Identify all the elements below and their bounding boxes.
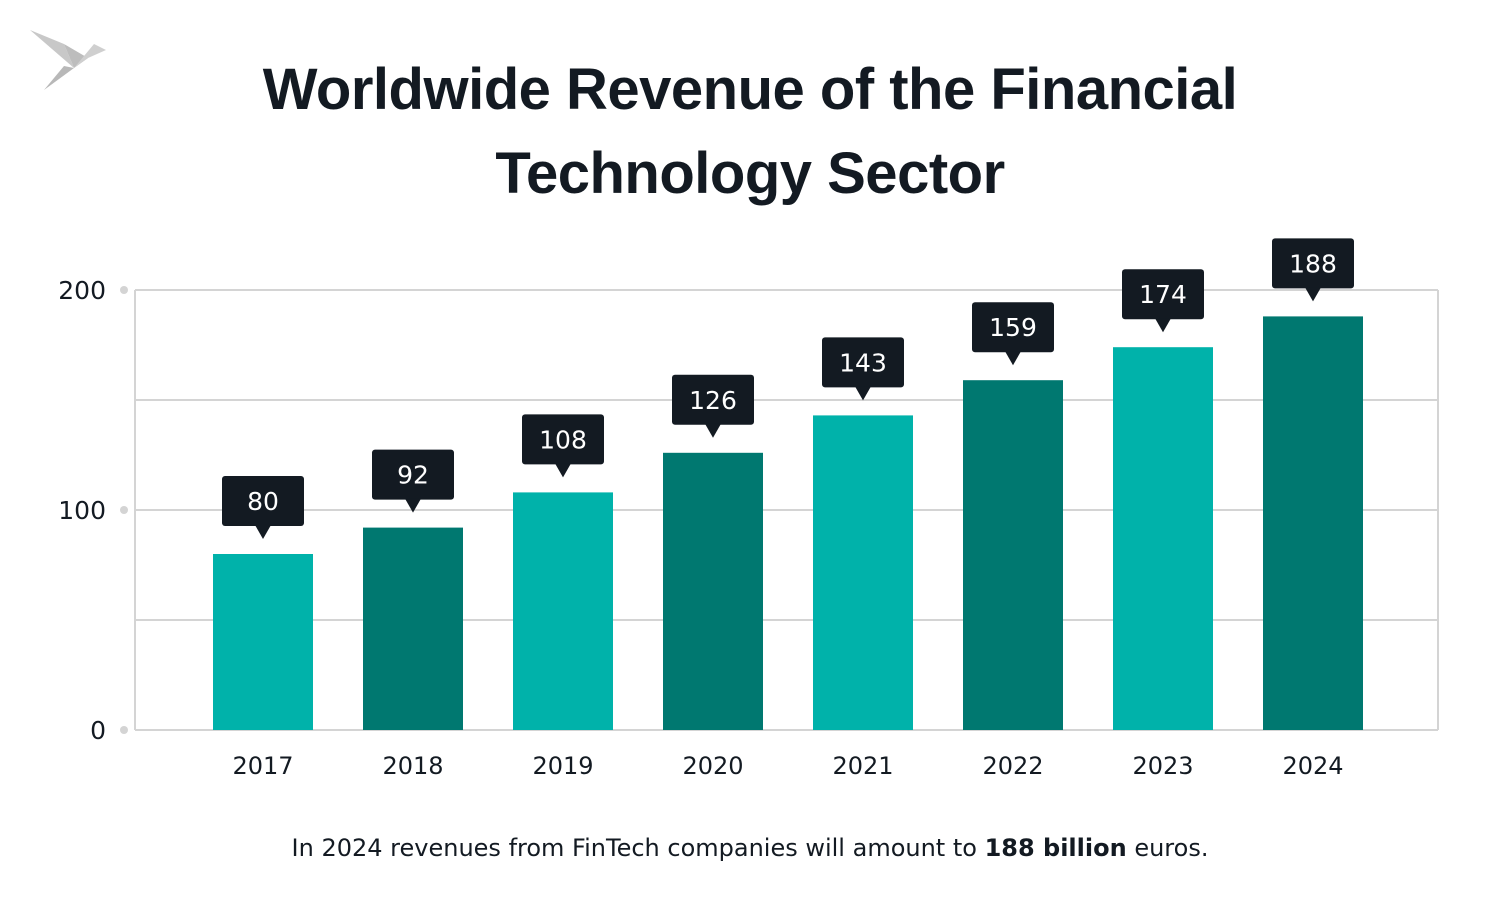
data-label-2020: 126 — [672, 374, 754, 438]
data-label-text: 174 — [1139, 280, 1187, 309]
y-tick-dot — [120, 286, 128, 294]
data-label-2022: 159 — [972, 302, 1054, 366]
bar-2020 — [663, 452, 763, 730]
bar-chart: 0 100 200 80 2017 92 2018 108 2019 126 2020 143 2021… — [58, 238, 1439, 780]
x-tick-label: 2024 — [1282, 752, 1343, 780]
bar-2019 — [513, 492, 613, 730]
bar-2024 — [1263, 316, 1363, 730]
data-label-text: 92 — [397, 461, 429, 490]
data-label-pointer — [555, 463, 571, 478]
data-label-box — [222, 476, 304, 526]
data-label-text: 126 — [689, 386, 737, 415]
data-label-text: 143 — [839, 348, 887, 377]
origami-bird-icon — [30, 30, 106, 90]
data-label-pointer — [1155, 318, 1171, 333]
x-tick-label: 2017 — [232, 752, 293, 780]
chart-caption: In 2024 revenues from FinTech companies … — [0, 834, 1500, 862]
bar-2017 — [213, 554, 313, 730]
data-label-box — [1122, 269, 1204, 320]
data-label-pointer — [255, 525, 271, 539]
data-label-text: 159 — [989, 313, 1037, 342]
caption-text-end: euros. — [1126, 834, 1209, 862]
y-tick-label: 0 — [90, 716, 106, 745]
bar-2022 — [963, 380, 1063, 730]
data-label-2017: 80 — [222, 476, 304, 539]
data-label-2024: 188 — [1272, 238, 1354, 302]
data-label-2019: 108 — [522, 414, 604, 478]
data-label-text: 80 — [247, 487, 279, 516]
data-label-text: 108 — [539, 425, 587, 454]
y-tick-label: 200 — [58, 276, 106, 305]
data-label-box — [972, 302, 1054, 353]
caption-highlight: 188 billion — [984, 834, 1127, 862]
y-tick-label: 100 — [58, 496, 106, 525]
data-label-pointer — [705, 423, 721, 438]
bar-2018 — [363, 527, 463, 730]
data-label-box — [822, 337, 904, 388]
data-label-text: 188 — [1289, 249, 1337, 278]
data-label-pointer — [855, 386, 871, 401]
x-tick-label: 2020 — [682, 752, 743, 780]
data-label-pointer — [1305, 287, 1321, 302]
bar-2023 — [1113, 347, 1213, 730]
caption-text: In 2024 revenues from FinTech companies … — [291, 834, 985, 862]
chart-title: Worldwide Revenue of the Financial Techno… — [262, 57, 1238, 206]
data-label-pointer — [405, 498, 421, 513]
x-tick-label: 2021 — [832, 752, 893, 780]
y-tick-dot — [120, 726, 128, 734]
data-label-2018: 92 — [372, 449, 454, 513]
data-label-box — [372, 449, 454, 500]
x-tick-label: 2019 — [532, 752, 593, 780]
x-tick-label: 2018 — [382, 752, 443, 780]
x-tick-label: 2022 — [982, 752, 1043, 780]
bar-2021 — [813, 415, 913, 730]
data-label-2021: 143 — [822, 337, 904, 401]
y-tick-dot — [120, 506, 128, 514]
x-tick-label: 2023 — [1132, 752, 1193, 780]
data-label-box — [522, 414, 604, 465]
data-label-2023: 174 — [1122, 269, 1204, 333]
data-label-box — [672, 374, 754, 425]
data-label-pointer — [1005, 351, 1021, 366]
data-label-box — [1272, 238, 1354, 289]
